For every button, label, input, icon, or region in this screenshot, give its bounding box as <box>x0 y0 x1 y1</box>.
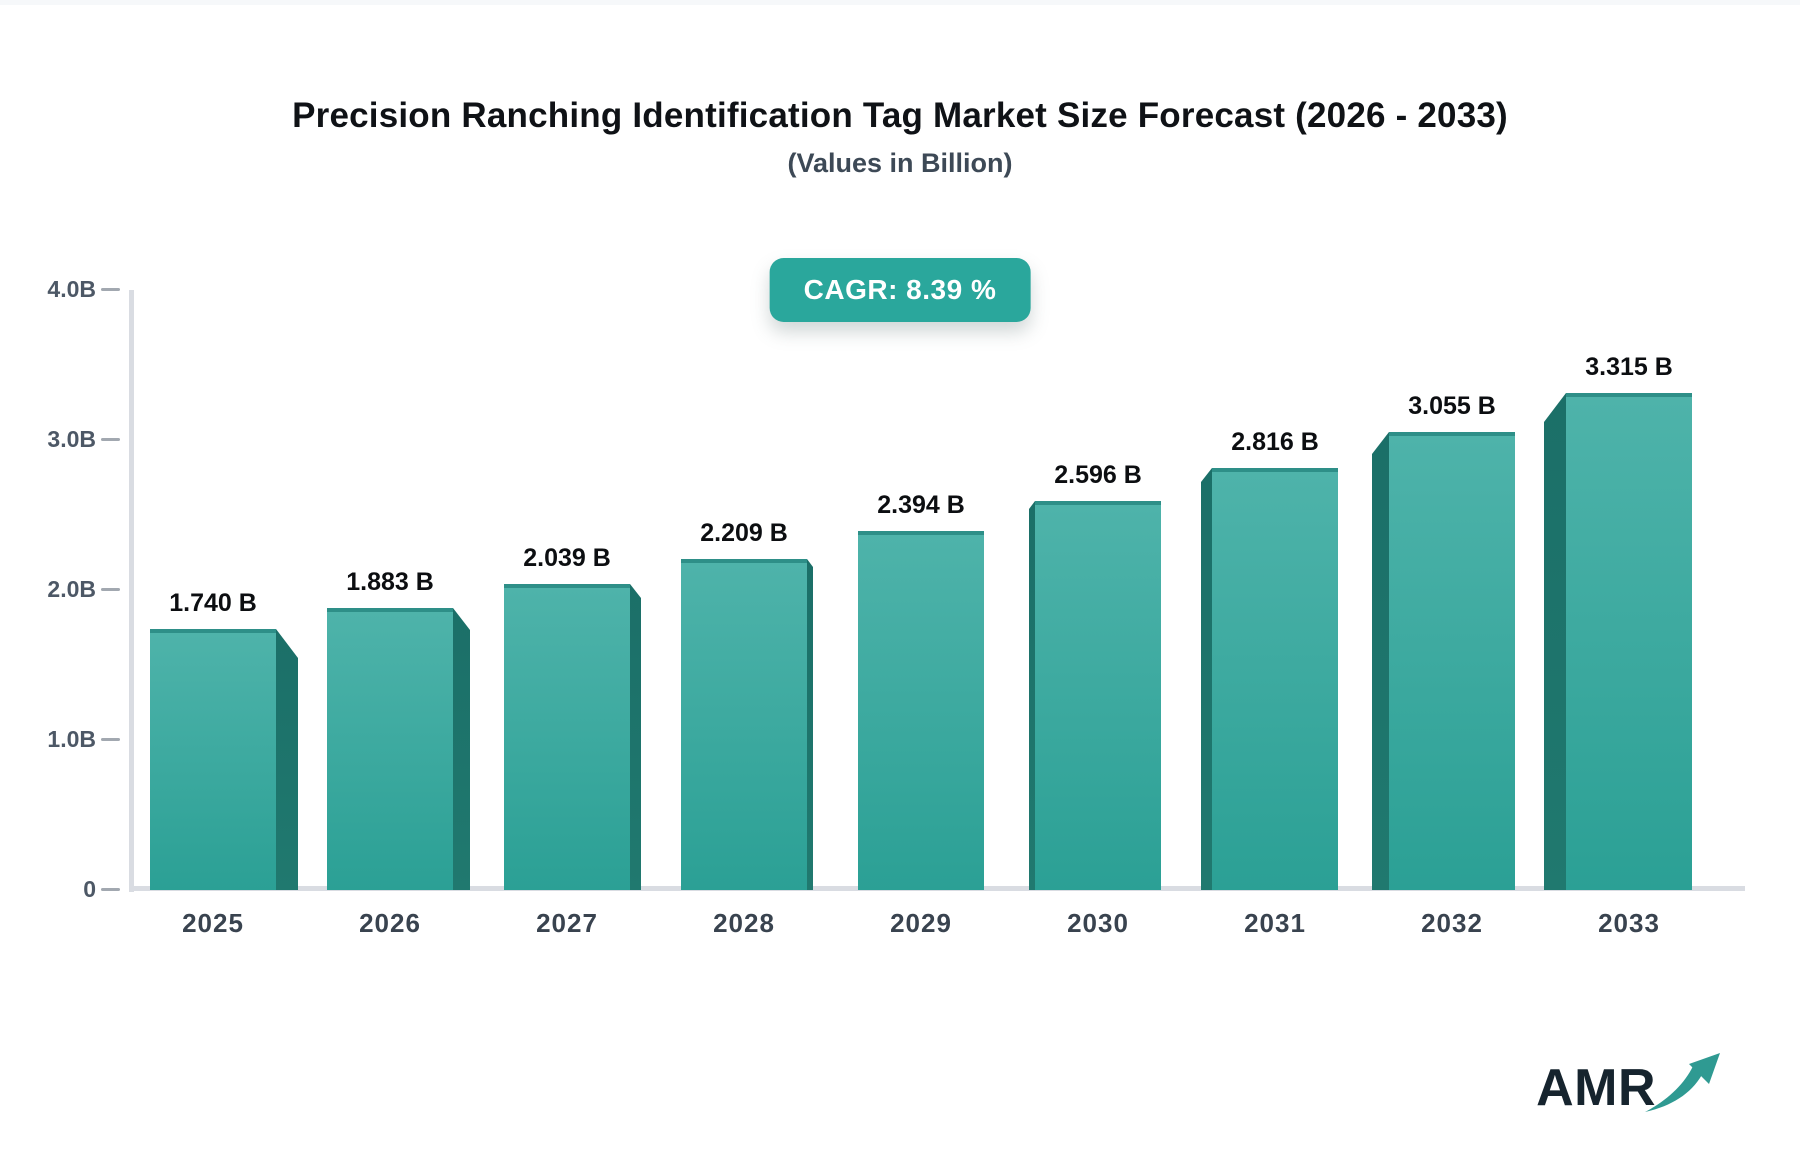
x-axis-label: 2025 <box>182 908 244 938</box>
y-axis-tick-mark <box>101 888 120 891</box>
growth-arrow-icon <box>1645 1053 1720 1112</box>
y-axis-tick-label: 1.0B <box>47 726 96 752</box>
bar-side-shadow-2025 <box>276 629 298 890</box>
y-axis-tick-label: 0 <box>83 876 96 902</box>
bar-2031 <box>1212 468 1338 890</box>
x-axis-label: 2031 <box>1244 908 1306 938</box>
x-axis-label: 2027 <box>536 908 598 938</box>
x-axis-label: 2032 <box>1421 908 1483 938</box>
bar-value-label: 1.883 B <box>346 568 434 596</box>
amr-logo: AMR <box>1536 1053 1722 1118</box>
y-axis-tick-mark <box>101 588 120 591</box>
page-top-strip <box>0 0 1800 5</box>
bar-2030 <box>1035 501 1161 890</box>
y-axis-tick-mark <box>101 738 120 741</box>
y-axis-tick-mark <box>101 288 120 291</box>
bar-side-shadow-2032 <box>1372 432 1389 890</box>
y-axis-tick-mark <box>101 438 120 441</box>
bar-value-label: 2.394 B <box>877 491 965 519</box>
bar-2029 <box>858 531 984 890</box>
bar-value-label: 1.740 B <box>169 589 257 617</box>
x-axis-label: 2030 <box>1067 908 1129 938</box>
bar-value-label: 3.055 B <box>1408 392 1496 420</box>
y-axis-tick-label: 2.0B <box>47 576 96 602</box>
cagr-badge: CAGR: 8.39 % <box>769 258 1031 322</box>
x-axis-label: 2026 <box>359 908 421 938</box>
bar-2033 <box>1566 393 1692 890</box>
chart-title: Precision Ranching Identification Tag Ma… <box>292 96 1508 135</box>
bar-value-label: 2.816 B <box>1231 428 1319 456</box>
x-axis-label: 2028 <box>713 908 775 938</box>
x-axis-label: 2029 <box>890 908 952 938</box>
bar-2028 <box>681 559 807 890</box>
y-axis-tick-label: 4.0B <box>47 276 96 302</box>
bar-side-shadow-2030 <box>1029 501 1035 890</box>
y-axis-tick-label: 3.0B <box>47 426 96 452</box>
amr-logo-text: AMR <box>1536 1059 1656 1117</box>
bar-value-label: 3.315 B <box>1585 353 1673 381</box>
bar-2026 <box>327 608 453 890</box>
bar-2032 <box>1389 432 1515 890</box>
bar-side-shadow-2028 <box>807 559 813 890</box>
bar-side-shadow-2033 <box>1544 393 1566 890</box>
chart-subtitle: (Values in Billion) <box>787 148 1013 178</box>
bar-value-label: 2.596 B <box>1054 461 1142 489</box>
y-axis-line <box>129 290 134 892</box>
bar-value-label: 2.209 B <box>700 519 788 547</box>
bar-2025 <box>150 629 276 890</box>
bar-2027 <box>504 584 630 890</box>
bar-value-label: 2.039 B <box>523 544 611 572</box>
x-axis-label: 2033 <box>1598 908 1660 938</box>
bar-side-shadow-2027 <box>630 584 641 890</box>
bar-side-shadow-2031 <box>1201 468 1212 890</box>
bar-side-shadow-2026 <box>453 608 470 890</box>
